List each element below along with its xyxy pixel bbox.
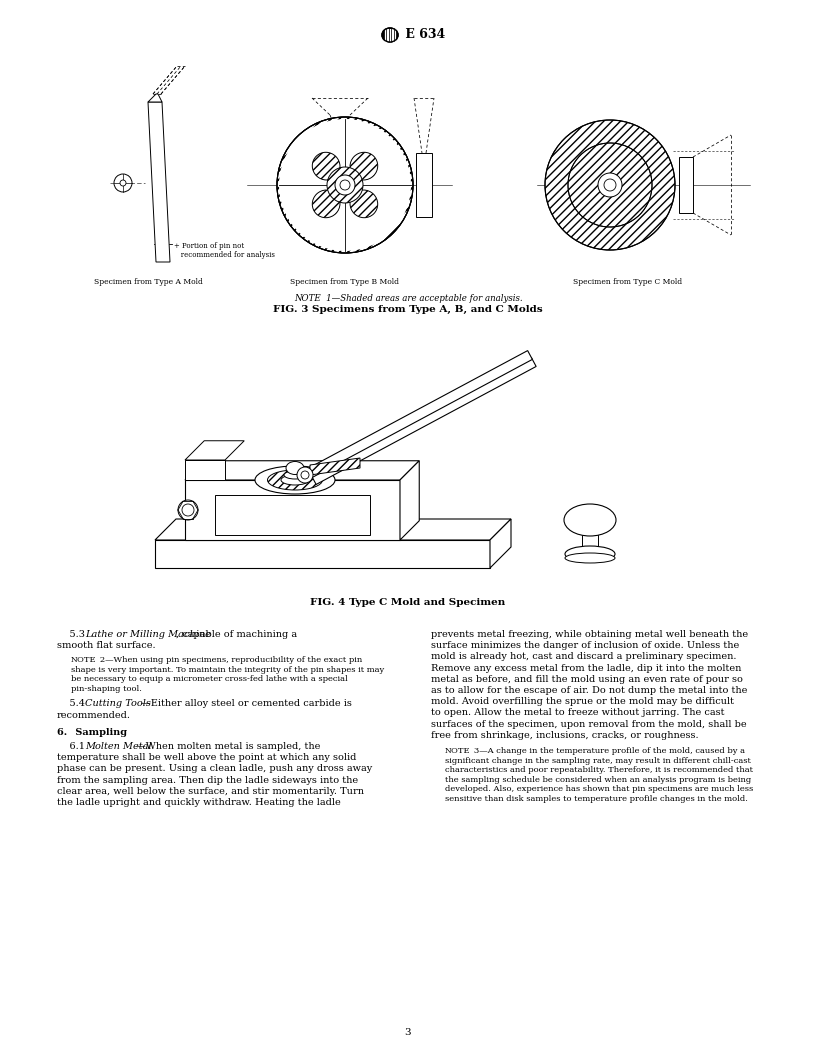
Circle shape [279, 119, 411, 251]
Polygon shape [310, 458, 360, 475]
Bar [215, 495, 370, 535]
Text: shape is very important. To maintain the integrity of the pin shapes it may: shape is very important. To maintain the… [71, 666, 384, 674]
Text: N: N [445, 747, 452, 755]
Text: Cutting Tools: Cutting Tools [85, 699, 151, 709]
Text: NOTE  1—Shaded areas are acceptable for analysis.: NOTE 1—Shaded areas are acceptable for a… [294, 294, 522, 303]
Ellipse shape [313, 152, 340, 180]
Text: smooth flat surface.: smooth flat surface. [57, 641, 156, 650]
Text: Lathe or Milling Machine: Lathe or Milling Machine [85, 630, 211, 639]
Bar [679, 157, 693, 213]
Ellipse shape [382, 29, 398, 42]
Polygon shape [308, 351, 532, 477]
Text: , capable of machining a: , capable of machining a [176, 630, 297, 639]
Polygon shape [185, 460, 419, 480]
Circle shape [568, 143, 652, 227]
Text: to open. Allow the metal to freeze without jarring. The cast: to open. Allow the metal to freeze witho… [431, 709, 725, 717]
Polygon shape [185, 460, 225, 480]
Text: metal as before, and fill the mold using an even rate of pour so: metal as before, and fill the mold using… [431, 675, 743, 684]
Text: + Portion of pin not: + Portion of pin not [174, 242, 244, 250]
Bar [416, 153, 432, 216]
Circle shape [327, 167, 363, 203]
Text: OTE 2—When using pin specimens, reproducibility of the exact pin: OTE 2—When using pin specimens, reproduc… [77, 657, 362, 664]
Text: Specimen from Type A Mold: Specimen from Type A Mold [94, 278, 202, 286]
Text: significant change in the sampling rate, may result in different chill-cast: significant change in the sampling rate,… [445, 756, 751, 765]
Text: 6.  Sampling: 6. Sampling [57, 728, 127, 737]
Polygon shape [155, 518, 511, 540]
Ellipse shape [281, 475, 309, 485]
Circle shape [120, 180, 126, 186]
Circle shape [568, 143, 652, 227]
Text: OTE 3—A change in the temperature profile of the mold, caused by a: OTE 3—A change in the temperature profil… [451, 747, 745, 755]
Text: be necessary to equip a micrometer cross-fed lathe with a special: be necessary to equip a micrometer cross… [71, 676, 348, 683]
Polygon shape [312, 358, 536, 485]
Text: Specimen from Type C Mold: Specimen from Type C Mold [574, 278, 682, 286]
Text: free from shrinkage, inclusions, cracks, or roughness.: free from shrinkage, inclusions, cracks,… [431, 731, 698, 740]
Text: surface minimizes the danger of inclusion of oxide. Unless the: surface minimizes the danger of inclusio… [431, 641, 739, 650]
Text: clear area, well below the surface, and stir momentarily. Turn: clear area, well below the surface, and … [57, 787, 364, 796]
Text: FIG. 3 Specimens from Type A, B, and C Molds: FIG. 3 Specimens from Type A, B, and C M… [273, 305, 543, 314]
Text: developed. Also, experience has shown that pin specimens are much less: developed. Also, experience has shown th… [445, 785, 753, 793]
Ellipse shape [255, 466, 335, 494]
Text: prevents metal freezing, while obtaining metal well beneath the: prevents metal freezing, while obtaining… [431, 630, 748, 639]
Circle shape [545, 120, 675, 250]
Polygon shape [400, 460, 419, 540]
Ellipse shape [565, 546, 615, 562]
Ellipse shape [286, 461, 304, 474]
Ellipse shape [284, 471, 306, 479]
Circle shape [604, 180, 616, 191]
Ellipse shape [350, 190, 378, 218]
Text: the sampling schedule be considered when an analysis program is being: the sampling schedule be considered when… [445, 775, 752, 784]
Polygon shape [185, 480, 400, 540]
Text: Specimen from Type B Mold: Specimen from Type B Mold [290, 278, 400, 286]
Ellipse shape [268, 470, 322, 490]
Circle shape [308, 148, 383, 223]
Polygon shape [148, 102, 170, 262]
Text: phase can be present. Using a clean ladle, push any dross away: phase can be present. Using a clean ladl… [57, 765, 372, 773]
Text: 5.4: 5.4 [57, 699, 90, 709]
Text: characteristics and poor repeatability. Therefore, it is recommended that: characteristics and poor repeatability. … [445, 766, 753, 774]
Text: the ladle upright and quickly withdraw. Heating the ladle: the ladle upright and quickly withdraw. … [57, 798, 341, 807]
Text: 5.3: 5.3 [57, 630, 90, 639]
Circle shape [340, 180, 350, 190]
Text: as to allow for the escape of air. Do not dump the metal into the: as to allow for the escape of air. Do no… [431, 686, 747, 695]
Text: mold. Avoid overfilling the sprue or the mold may be difficult: mold. Avoid overfilling the sprue or the… [431, 697, 734, 706]
Text: pin-shaping tool.: pin-shaping tool. [71, 685, 142, 693]
Text: FIG. 4 Type C Mold and Specimen: FIG. 4 Type C Mold and Specimen [310, 598, 506, 607]
Circle shape [297, 467, 313, 483]
Text: 6.1: 6.1 [57, 742, 90, 751]
Text: 3: 3 [405, 1027, 411, 1037]
Circle shape [277, 117, 413, 253]
Text: E 634: E 634 [401, 29, 446, 41]
Circle shape [335, 175, 355, 195]
Polygon shape [490, 518, 511, 568]
Polygon shape [155, 540, 490, 568]
Text: —Either alloy steel or cemented carbide is: —Either alloy steel or cemented carbide … [141, 699, 352, 709]
Text: recommended.: recommended. [57, 711, 131, 719]
Ellipse shape [350, 152, 378, 180]
Polygon shape [185, 440, 244, 460]
Circle shape [178, 499, 198, 520]
Text: N: N [71, 657, 78, 664]
Text: —When molten metal is sampled, the: —When molten metal is sampled, the [136, 742, 321, 751]
Circle shape [182, 504, 194, 516]
Ellipse shape [564, 504, 616, 536]
Text: temperature shall be well above the point at which any solid: temperature shall be well above the poin… [57, 753, 357, 762]
Polygon shape [148, 94, 162, 102]
Circle shape [598, 173, 622, 197]
Ellipse shape [313, 190, 340, 218]
Text: mold is already hot, cast and discard a preliminary specimen.: mold is already hot, cast and discard a … [431, 653, 737, 661]
Text: sensitive than disk samples to temperature profile changes in the mold.: sensitive than disk samples to temperatu… [445, 794, 748, 803]
Text: surfaces of the specimen, upon removal from the mold, shall be: surfaces of the specimen, upon removal f… [431, 719, 747, 729]
Text: from the sampling area. Then dip the ladle sideways into the: from the sampling area. Then dip the lad… [57, 775, 358, 785]
Circle shape [301, 471, 309, 479]
Circle shape [114, 174, 132, 192]
Text: Molten Metal: Molten Metal [85, 742, 152, 751]
Ellipse shape [565, 553, 615, 563]
Text: Remove any excess metal from the ladle, dip it into the molten: Remove any excess metal from the ladle, … [431, 663, 742, 673]
Text: recommended for analysis: recommended for analysis [174, 251, 275, 259]
